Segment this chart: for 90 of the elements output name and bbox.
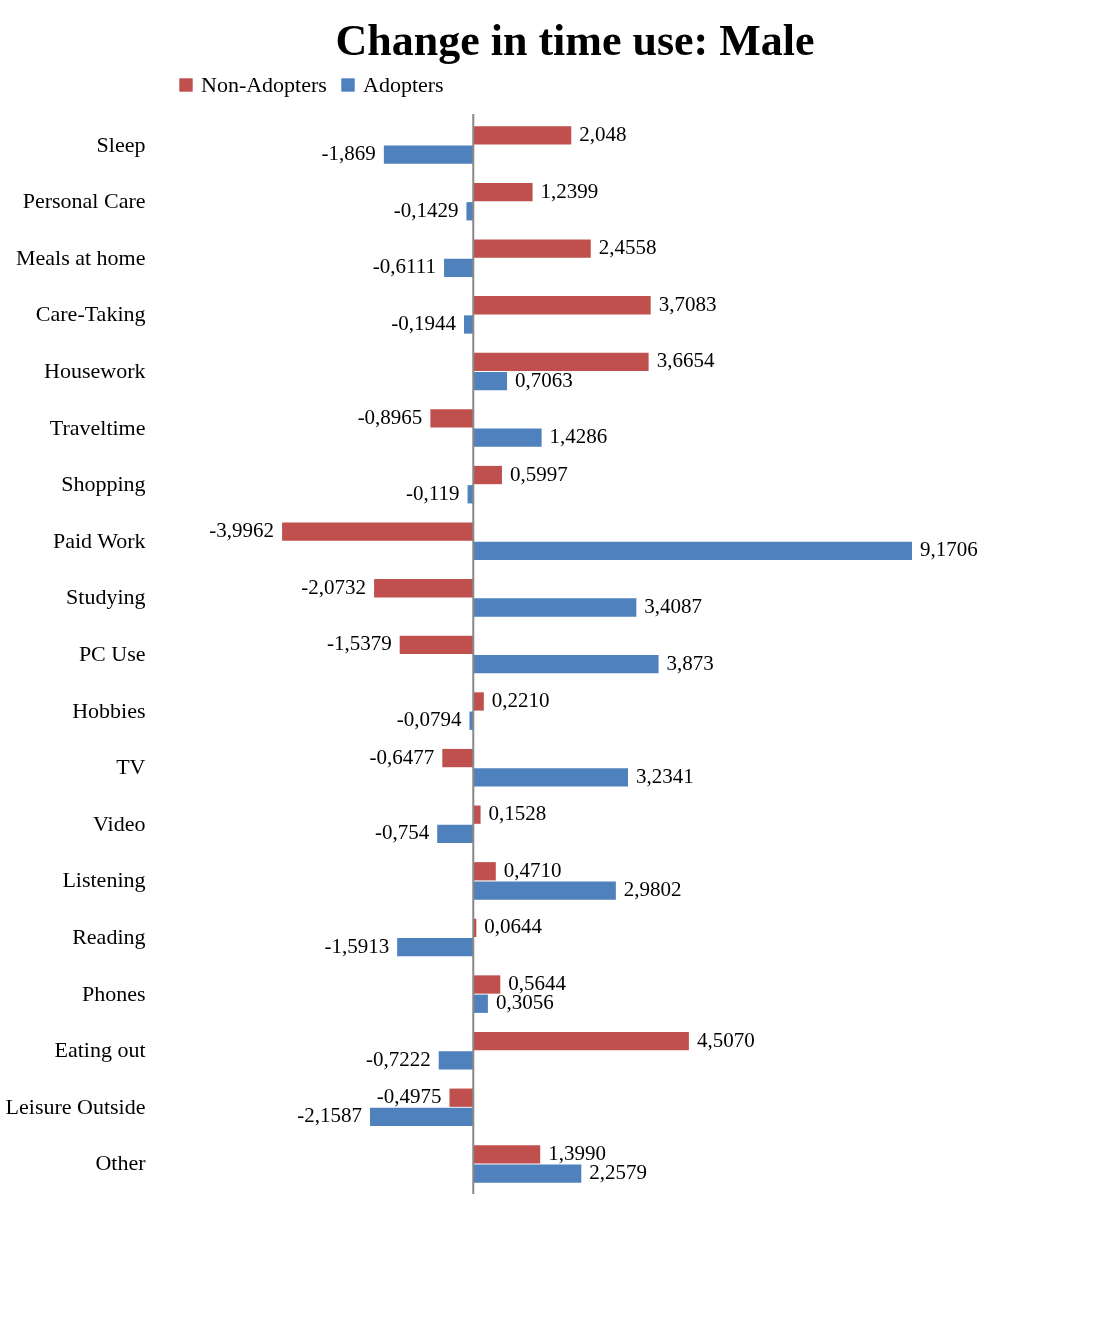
bar <box>473 805 481 824</box>
legend-label: Non-Adopters <box>201 72 327 97</box>
bar <box>473 975 501 994</box>
bar <box>383 145 474 164</box>
data-label: 3,7083 <box>658 291 717 316</box>
bar <box>438 1051 474 1070</box>
data-label: 3,6654 <box>656 348 715 373</box>
y-tick-label: Hobbies <box>72 697 146 723</box>
bar <box>473 541 913 561</box>
data-label: -1,869 <box>321 141 376 166</box>
data-label: 9,1706 <box>920 537 978 562</box>
y-tick-label: Reading <box>72 924 146 950</box>
bar <box>473 239 591 258</box>
legend-label: Adopters <box>363 72 444 97</box>
y-tick-label: Eating out <box>54 1037 146 1063</box>
data-label: -0,754 <box>374 820 430 845</box>
bar <box>473 1164 582 1183</box>
bar <box>473 371 508 391</box>
y-tick-label: Paid Work <box>52 527 146 553</box>
y-tick-label: Housework <box>44 357 146 383</box>
data-label: 3,873 <box>666 650 714 675</box>
data-label: 2,9802 <box>623 877 682 902</box>
data-label: 0,5997 <box>509 461 568 486</box>
y-tick-label: Meals at home <box>15 244 146 270</box>
bar <box>370 1107 474 1127</box>
y-tick-label: Traveltime <box>49 414 146 440</box>
data-label: -2,0732 <box>301 574 367 599</box>
y-tick-label: Video <box>93 810 146 836</box>
bar <box>473 296 651 315</box>
data-label: -0,119 <box>406 480 460 505</box>
bar <box>473 1031 689 1051</box>
y-tick-label: Care-Taking <box>35 301 146 327</box>
data-label: -0,6477 <box>369 744 435 769</box>
data-label: 1,4286 <box>549 424 608 449</box>
data-label: 0,1528 <box>488 801 547 826</box>
bar <box>473 126 572 145</box>
y-tick-label: Phones <box>81 980 146 1006</box>
y-tick-label: Shopping <box>61 471 146 497</box>
data-label: 0,4710 <box>503 857 562 882</box>
data-label: -0,7222 <box>365 1046 431 1071</box>
data-label: 0,5644 <box>508 971 567 995</box>
bar <box>473 465 502 485</box>
data-label: -2,1587 <box>297 1103 362 1128</box>
bar <box>473 862 496 881</box>
data-label: 0,7063 <box>515 367 573 392</box>
y-tick-label: Sleep <box>96 131 146 157</box>
data-label: -1,5379 <box>326 631 392 656</box>
data-label: -3,9962 <box>209 518 275 543</box>
data-label: -0,1429 <box>393 197 459 222</box>
bar <box>473 768 628 787</box>
bar <box>473 692 484 711</box>
y-tick-label: Studying <box>66 584 146 610</box>
bar <box>282 522 474 541</box>
bar <box>374 579 474 598</box>
y-tick-label: PC Use <box>78 641 146 666</box>
y-tick-label: Other <box>95 1150 147 1176</box>
y-tick-label: Listening <box>62 867 146 893</box>
bar <box>449 1088 474 1107</box>
data-label: -0,8965 <box>357 404 423 429</box>
data-label: -0,6111 <box>372 254 437 279</box>
data-label: -0,0794 <box>396 707 462 732</box>
bar <box>473 598 637 617</box>
data-label: 3,2341 <box>636 763 694 788</box>
y-tick-label: Leisure Outside <box>5 1093 146 1119</box>
data-label: 0,0644 <box>484 914 543 939</box>
bar <box>473 994 488 1013</box>
data-label: -0,1944 <box>391 311 457 335</box>
data-label: 2,048 <box>579 121 627 146</box>
bar <box>442 748 474 768</box>
bar <box>473 428 542 447</box>
bar <box>473 352 649 371</box>
bar <box>473 1145 541 1164</box>
bar <box>473 881 616 900</box>
bar <box>473 182 533 202</box>
chart-title: Change in time use: Male <box>335 16 815 65</box>
bar <box>437 824 474 844</box>
data-label: 0,2210 <box>491 687 550 712</box>
bar <box>430 409 474 428</box>
data-label: 4,5070 <box>696 1027 755 1052</box>
y-tick-label: TV <box>116 754 146 780</box>
data-label: 1,2399 <box>540 178 599 203</box>
bar <box>444 258 474 278</box>
bar <box>399 635 474 654</box>
bar <box>397 937 474 957</box>
data-label: -0,4975 <box>376 1084 442 1109</box>
data-label: 3,4087 <box>644 594 703 619</box>
data-label: -1,5913 <box>324 933 390 958</box>
bar <box>473 654 659 674</box>
y-tick-label: Personal Care <box>22 188 146 214</box>
data-label: 2,4558 <box>598 235 657 260</box>
